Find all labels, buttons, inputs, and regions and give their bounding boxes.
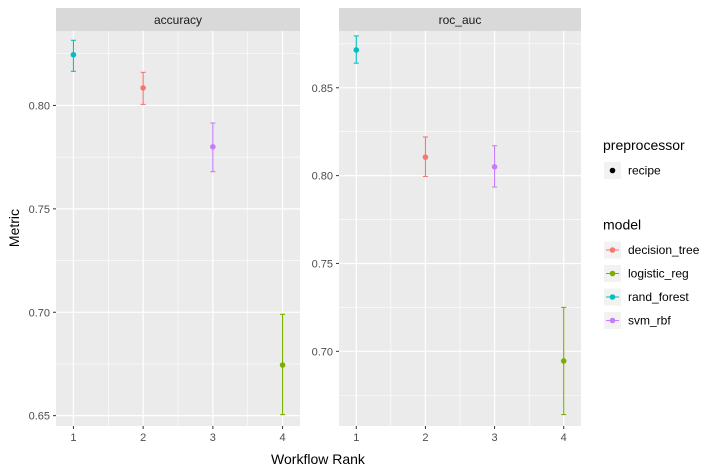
x-tick-label: 3 — [492, 432, 498, 444]
legend: preprocessor recipe model decision_treelogi… — [603, 137, 700, 329]
y-axis-title: Metric — [6, 209, 22, 247]
legend-label-logistic_reg: logistic_reg — [628, 267, 689, 281]
y-tick-label: 0.65 — [29, 411, 50, 423]
x-tick-label: 1 — [70, 432, 76, 444]
x-tick-label: 1 — [353, 432, 359, 444]
y-tick-label: 0.80 — [312, 171, 333, 183]
point-svm_rbf — [210, 144, 216, 150]
legend-title: model — [603, 217, 641, 233]
point-rand_forest — [70, 51, 77, 58]
x-tick-label: 4 — [280, 432, 286, 444]
legend-label-svm_rbf: svm_rbf — [628, 314, 671, 328]
point-rand_forest — [353, 47, 360, 53]
legend-label-rand_forest: rand_forest — [628, 290, 689, 304]
legend-label-decision_tree: decision_tree — [628, 243, 700, 257]
legend-preprocessor: preprocessor recipe — [603, 137, 685, 179]
facet-panels: accuracy 0.65 0.70 0.75 0.80 1 2 3 4 roc_auc 0.70 0… — [29, 8, 581, 444]
point-svm_rbf — [491, 164, 498, 170]
x-tick-label: 2 — [140, 432, 146, 444]
point-logistic_reg — [560, 358, 567, 364]
legend-key-point — [609, 167, 616, 174]
y-tick-label: 0.75 — [312, 258, 333, 270]
facet-strip — [339, 8, 581, 31]
facet-strip-label: roc_auc — [439, 13, 482, 27]
legend-title: preprocessor — [603, 137, 685, 153]
y-tick-label: 0.70 — [29, 307, 50, 319]
x-tick-label: 2 — [422, 432, 428, 444]
facet-panel-accuracy: accuracy 0.65 0.70 0.75 0.80 1 2 3 4 — [29, 8, 300, 444]
legend-label-recipe: recipe — [628, 164, 661, 178]
y-tick-label: 0.85 — [312, 83, 333, 95]
y-tick-label: 0.70 — [312, 346, 333, 358]
legend-key-point — [609, 317, 616, 324]
legend-model: model decision_tree logistic_reg rand_fores… — [603, 217, 700, 329]
x-axis-title: Workflow Rank — [271, 451, 366, 467]
legend-key-point — [609, 270, 616, 277]
y-tick-label: 0.75 — [29, 204, 50, 216]
legend-key-point — [609, 247, 616, 253]
facet-panel-roc_auc: roc_auc 0.70 0.75 0.80 0.85 1 2 3 4 — [312, 8, 581, 444]
facet-strip — [56, 8, 300, 31]
x-tick-label: 3 — [210, 432, 216, 444]
legend-key-point — [609, 294, 616, 300]
point-decision_tree — [422, 154, 429, 160]
y-tick-label: 0.80 — [29, 100, 50, 112]
facet-strip-label: accuracy — [154, 13, 202, 27]
point-decision_tree — [140, 85, 146, 91]
point-logistic_reg — [279, 362, 286, 368]
x-tick-label: 4 — [561, 432, 567, 444]
